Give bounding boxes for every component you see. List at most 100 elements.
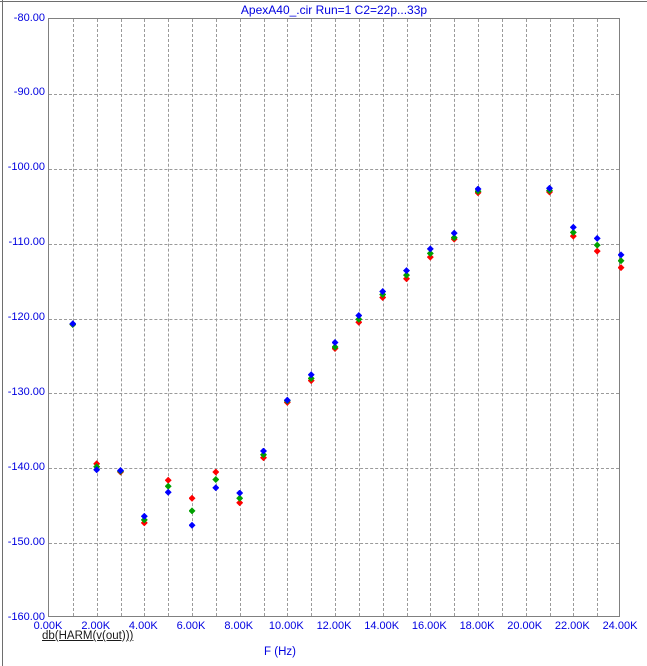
data-point-marker-series-blue — [164, 488, 172, 496]
data-point-marker-series-blue — [188, 521, 196, 529]
x-tick-label: 2.00K — [81, 620, 111, 632]
y-tick-label: -130.00 — [7, 385, 45, 398]
horizontal-gridline — [49, 318, 619, 320]
chart-title: ApexA40_.cir Run=1 C2=22p...33p — [240, 3, 428, 17]
x-tick-label: 12.00K — [316, 620, 352, 632]
vertical-gridline — [215, 19, 217, 616]
horizontal-gridline — [49, 93, 619, 95]
x-tick-label: 4.00K — [128, 620, 158, 632]
horizontal-gridline — [49, 468, 619, 470]
y-tick-label: -80.00 — [13, 11, 45, 24]
data-point-marker-series-red — [236, 499, 244, 507]
data-point-marker-series-blue — [283, 396, 291, 404]
data-point-marker-series-green — [188, 507, 196, 515]
data-point-marker-series-blue — [93, 466, 101, 474]
data-point-marker-series-blue — [307, 371, 315, 379]
data-point-marker-series-green — [403, 271, 410, 279]
vertical-gridline — [454, 19, 456, 616]
data-point-marker-series-red — [617, 264, 625, 272]
vertical-gridline — [382, 19, 384, 616]
vertical-gridline — [549, 19, 551, 616]
x-tick-label: 14.00K — [364, 620, 400, 632]
x-tick-label: 24.00K — [602, 620, 638, 632]
x-tick-label: 22.00K — [554, 620, 590, 632]
x-axis-title: F (Hz) — [264, 646, 296, 658]
horizontal-gridline — [49, 543, 619, 545]
data-point-marker-series-blue — [569, 223, 577, 231]
data-point-marker-series-green — [164, 482, 172, 490]
vertical-gridline — [144, 19, 146, 616]
vertical-gridline — [72, 19, 74, 616]
data-point-marker-series-blue — [474, 185, 482, 193]
y-tick-label: -90.00 — [13, 86, 45, 99]
vertical-gridline — [96, 19, 98, 616]
y-tick-label: -160.00 — [7, 610, 45, 623]
data-point-marker-series-blue — [617, 251, 625, 259]
vertical-gridline — [287, 19, 289, 616]
data-point-marker-series-green — [593, 241, 601, 249]
data-point-marker-series-green — [617, 257, 625, 265]
data-point-marker-series-red — [593, 247, 601, 255]
data-point-marker-series-green — [307, 374, 315, 382]
data-point-marker-series-green — [450, 234, 458, 242]
plot-area[interactable] — [48, 18, 625, 617]
horizontal-gridline — [49, 393, 619, 395]
data-point-marker-series-blue — [117, 467, 124, 474]
data-point-marker-series-green — [236, 494, 244, 502]
horizontal-gridline — [49, 168, 619, 170]
data-point-marker-series-blue — [426, 245, 434, 253]
data-point-marker-series-green — [355, 315, 363, 323]
x-tick-label: 0.00K — [33, 620, 63, 632]
data-point-marker-series-red — [188, 494, 196, 502]
window-border-left — [2, 0, 3, 666]
data-point-marker-series-blue — [450, 229, 458, 237]
x-tick-label: 20.00K — [507, 620, 543, 632]
x-tick-label: 16.00K — [411, 620, 447, 632]
vertical-gridline — [597, 19, 599, 616]
window-border-top — [0, 1, 647, 2]
y-tick-label: -150.00 — [7, 535, 45, 548]
data-point-marker-series-blue — [140, 512, 148, 520]
vertical-gridline — [406, 19, 408, 616]
data-point-marker-series-red — [569, 232, 577, 240]
y-tick-label: -110.00 — [8, 236, 46, 249]
data-point-marker-series-green — [260, 451, 267, 459]
data-point-marker-series-red — [426, 253, 434, 261]
x-tick-label: 6.00K — [176, 620, 206, 632]
vertical-gridline — [239, 19, 241, 616]
data-point-marker-series-blue — [546, 184, 553, 192]
vertical-gridline — [168, 19, 170, 616]
trace-expression-label[interactable]: db(HARM(v(out))) — [42, 630, 134, 642]
vertical-gridline — [501, 19, 503, 616]
data-point-marker-series-red — [212, 468, 220, 476]
data-point-marker-series-red — [403, 275, 410, 283]
data-point-marker-series-green — [140, 516, 148, 524]
data-point-marker-series-blue — [593, 234, 601, 242]
data-point-marker-series-blue — [403, 267, 410, 275]
data-point-marker-series-red — [164, 476, 172, 484]
data-point-marker-series-blue — [212, 484, 220, 492]
vertical-gridline — [335, 19, 336, 616]
data-point-marker-series-blue — [69, 320, 77, 328]
vertical-gridline — [311, 19, 313, 616]
y-tick-label: -140.00 — [7, 460, 45, 473]
vertical-gridline — [430, 19, 432, 616]
data-point-marker-series-blue — [355, 312, 363, 319]
y-tick-label: -100.00 — [7, 161, 45, 174]
x-tick-label: 10.00K — [268, 620, 304, 632]
data-point-marker-series-blue — [236, 489, 244, 497]
data-point-marker-series-blue — [260, 447, 267, 455]
data-point-marker-series-green — [212, 476, 220, 483]
vertical-gridline — [192, 19, 193, 616]
x-tick-label: 18.00K — [459, 620, 495, 632]
horizontal-gridline — [49, 243, 619, 245]
data-point-marker-series-green — [569, 228, 577, 236]
vertical-gridline — [478, 19, 479, 616]
data-point-marker-series-green — [426, 249, 434, 257]
vertical-gridline — [573, 19, 575, 616]
vertical-gridline — [525, 19, 527, 616]
y-tick-label: -120.00 — [7, 311, 45, 323]
vertical-gridline — [120, 19, 122, 616]
x-tick-label: 8.00K — [224, 620, 254, 632]
